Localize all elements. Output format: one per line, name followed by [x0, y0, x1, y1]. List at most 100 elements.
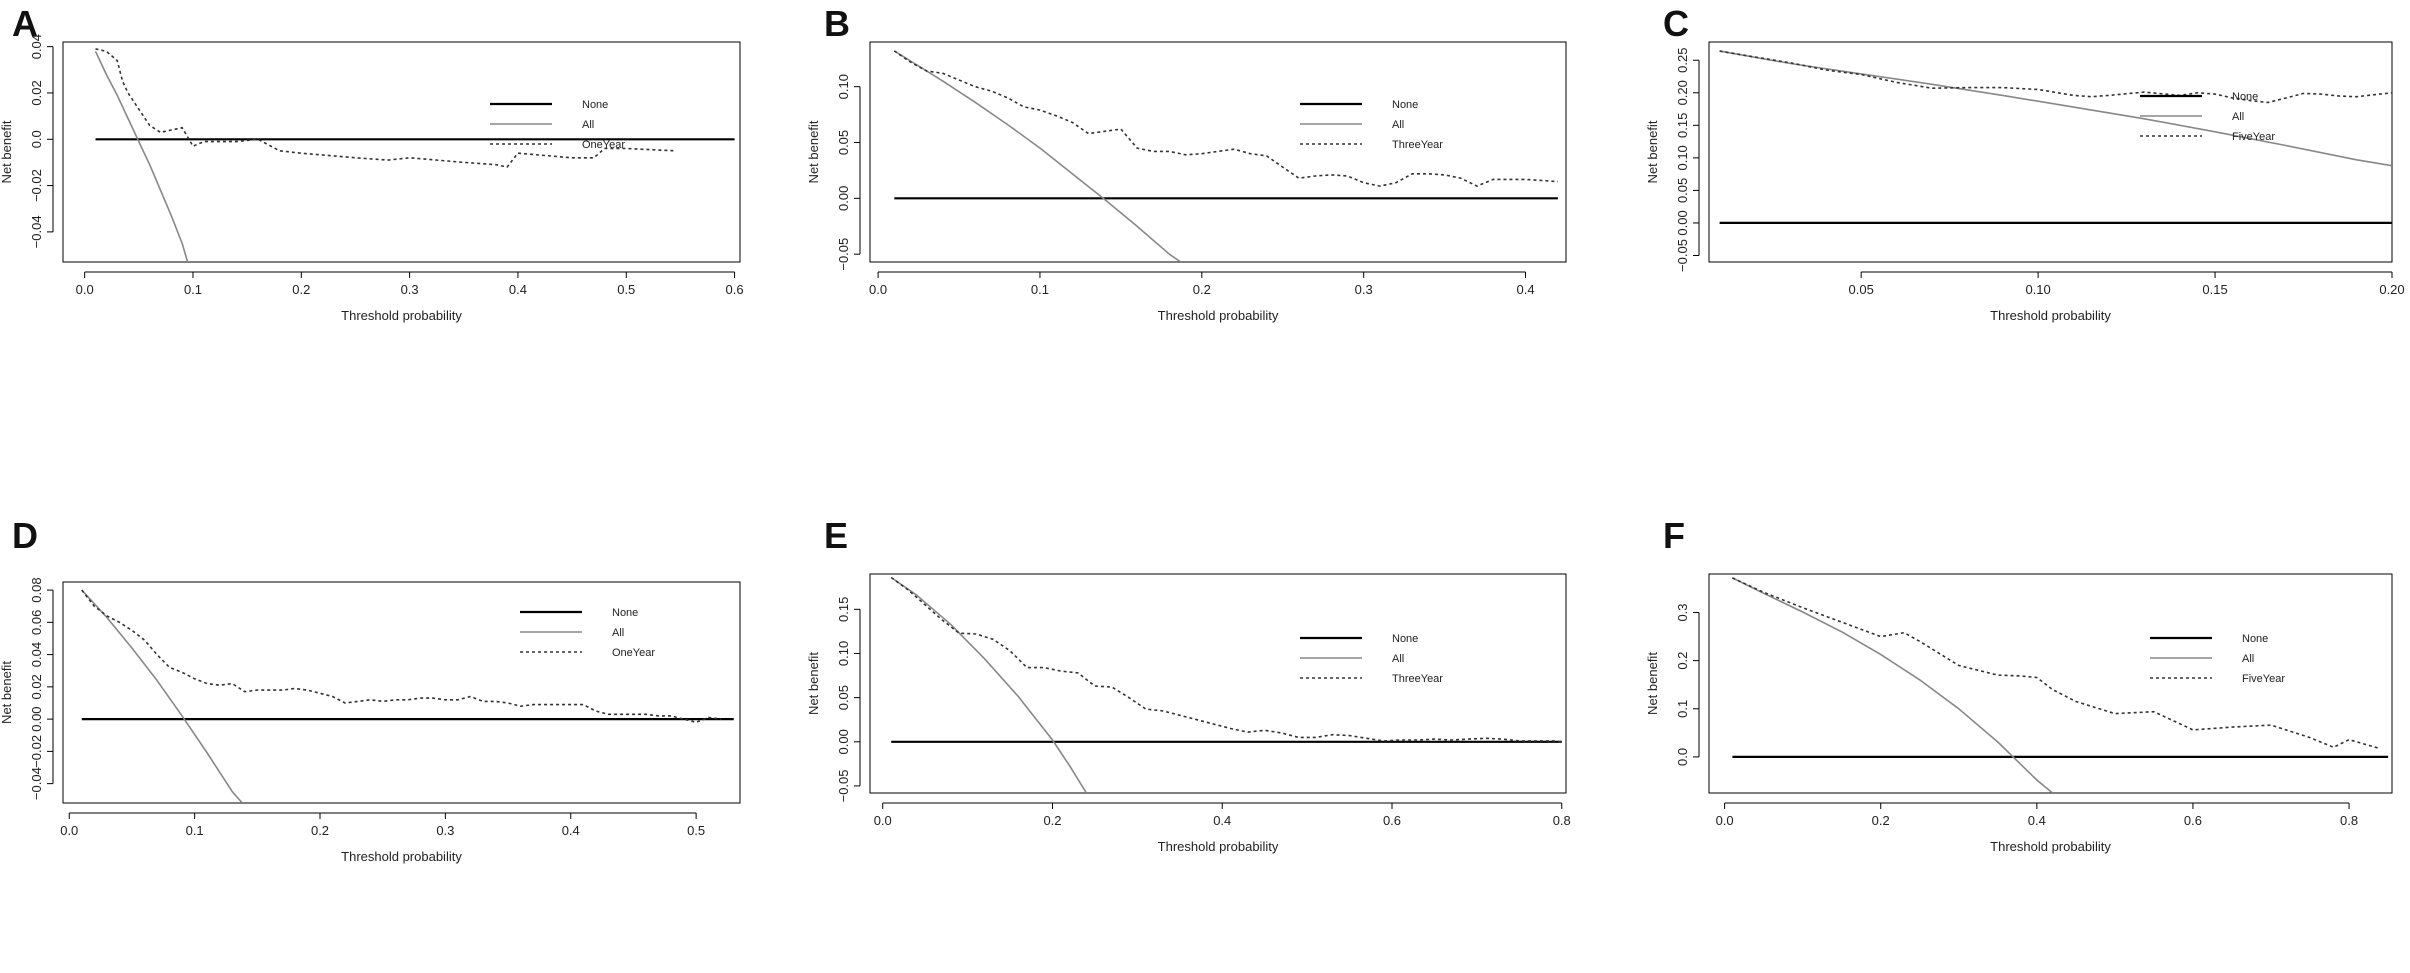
series-line-all	[81, 589, 243, 803]
y-tick-label: 0.1	[1675, 700, 1690, 718]
panel-letter: E	[824, 515, 848, 556]
y-axis-label: Net benefit	[1645, 652, 1660, 715]
y-tick-label: 0.00	[1675, 210, 1690, 235]
legend-label-all: All	[2242, 653, 2254, 665]
x-tick-label: 0.6	[726, 282, 744, 297]
x-tick-label: 0.2	[292, 282, 310, 297]
y-tick-label: 0.02	[29, 674, 44, 699]
x-axis-label: Threshold probability	[341, 308, 462, 323]
y-tick-label: 0.06	[29, 610, 44, 635]
series-line-threeyear	[890, 576, 1562, 743]
series-line-all	[1719, 50, 2392, 167]
x-tick-label: 0.5	[617, 282, 635, 297]
y-axis-label: Net benefit	[806, 652, 821, 715]
x-tick-label: 0.0	[1716, 813, 1734, 828]
series-line-fiveyear	[1732, 577, 2381, 750]
y-tick-label: −0.04	[29, 215, 44, 248]
x-tick-label: 0.8	[1553, 813, 1571, 828]
y-tick-label: −0.04	[29, 767, 44, 800]
y-tick-label: −0.05	[836, 769, 851, 802]
x-tick-label: 0.4	[509, 282, 527, 297]
x-tick-label: 0.10	[2025, 282, 2050, 297]
y-tick-label: 0.00	[836, 729, 851, 754]
y-tick-label: 0.00	[29, 706, 44, 731]
panel-letter: F	[1663, 515, 1685, 556]
y-tick-label: 0.15	[1675, 113, 1690, 138]
legend-label-none: None	[2232, 91, 2258, 103]
series-line-all	[890, 576, 1088, 793]
legend-label-none: None	[1392, 633, 1418, 645]
series-line-all	[893, 50, 1182, 262]
legend-label-all: All	[2232, 111, 2244, 123]
series-line-threeyear	[893, 50, 1558, 187]
x-tick-label: 0.1	[184, 282, 202, 297]
y-tick-label: −0.02	[29, 735, 44, 768]
legend-label-all: All	[1392, 119, 1404, 131]
x-tick-label: 0.3	[1355, 282, 1373, 297]
panel-a: A 0.0 0.1 0.2 0.3 0.4 0.5 0.6 −0.04 −0.02 0.0 0.02 0…	[0, 3, 744, 323]
legend-label-all: All	[612, 627, 624, 639]
plot-frame	[62, 581, 741, 804]
legend-label-fiveyear: FiveYear	[2232, 131, 2275, 143]
y-tick-label: 0.00	[836, 186, 851, 211]
x-tick-label: 0.3	[401, 282, 419, 297]
x-tick-label: 0.2	[1193, 282, 1211, 297]
legend-label-none: None	[612, 607, 638, 619]
y-tick-label: −0.02	[29, 169, 44, 202]
y-tick-label: 0.25	[1675, 48, 1690, 73]
y-axis-label: Net benefit	[1645, 120, 1660, 183]
x-axis-label: Threshold probability	[1158, 839, 1279, 854]
series-line-oneyear	[95, 48, 676, 168]
y-tick-label: 0.05	[1675, 178, 1690, 203]
x-tick-label: 0.5	[687, 823, 705, 838]
y-axis-label: Net benefit	[806, 120, 821, 183]
panel-letter: D	[12, 515, 38, 556]
panel-e: E 0.0 0.2 0.4 0.6 0.8 −0.05 0.00 0.05 0.10 0.15 Thr…	[806, 515, 1571, 854]
legend-label-threeyear: ThreeYear	[1392, 673, 1443, 685]
x-tick-label: 0.0	[76, 282, 94, 297]
x-tick-label: 0.20	[2379, 282, 2404, 297]
y-tick-label: 0.02	[29, 80, 44, 105]
series-line-all	[1732, 577, 2054, 793]
x-tick-label: 0.6	[2184, 813, 2202, 828]
y-tick-label: 0.04	[29, 34, 44, 59]
legend-label-threeyear: ThreeYear	[1392, 139, 1443, 151]
x-tick-label: 0.15	[2202, 282, 2227, 297]
plot-frame	[1708, 573, 2393, 794]
x-tick-label: 0.1	[186, 823, 204, 838]
y-tick-label: 0.05	[836, 130, 851, 155]
plot-frame	[869, 573, 1567, 794]
legend-label-none: None	[1392, 99, 1418, 111]
y-tick-label: 0.10	[836, 641, 851, 666]
series-line-oneyear	[81, 589, 722, 724]
x-tick-label: 0.8	[2340, 813, 2358, 828]
panel-b: B 0.0 0.1 0.2 0.3 0.4 −0.05 0.00 0.05 0.10 Thresho…	[806, 3, 1567, 323]
x-tick-label: 0.4	[562, 823, 580, 838]
panel-letter: C	[1663, 3, 1689, 44]
x-tick-label: 0.05	[1849, 282, 1874, 297]
y-tick-label: 0.10	[1675, 145, 1690, 170]
y-tick-label: 0.15	[836, 597, 851, 622]
y-tick-label: 0.3	[1675, 603, 1690, 621]
panel-d: D 0.0 0.1 0.2 0.3 0.4 0.5 −0.04−0.02 0.00 0.02 0.0…	[0, 515, 741, 864]
x-tick-label: 0.1	[1031, 282, 1049, 297]
y-axis-label: Net benefit	[0, 661, 14, 724]
panel-f: F 0.0 0.2 0.4 0.6 0.8 0.0 0.1 0.2 0.3 Threshold pr…	[1645, 515, 2393, 854]
y-tick-label: 0.04	[29, 642, 44, 667]
legend-label-all: All	[582, 119, 594, 131]
y-tick-label: 0.2	[1675, 652, 1690, 670]
x-tick-label: 0.0	[874, 813, 892, 828]
legend-label-fiveyear: FiveYear	[2242, 673, 2285, 685]
legend-label-all: All	[1392, 653, 1404, 665]
legend-label-oneyear: OneYear	[612, 647, 655, 659]
x-axis-label: Threshold probability	[1990, 839, 2111, 854]
legend-label-oneyear: OneYear	[582, 139, 625, 151]
panel-letter: A	[12, 3, 38, 44]
y-tick-label: 0.0	[1675, 748, 1690, 766]
x-tick-label: 0.4	[1516, 282, 1534, 297]
plot-frame	[1708, 41, 2393, 263]
y-tick-label: −0.05	[1675, 239, 1690, 272]
series-line-fiveyear	[1719, 50, 2392, 104]
x-axis-label: Threshold probability	[1990, 308, 2111, 323]
y-tick-label: 0.05	[836, 685, 851, 710]
